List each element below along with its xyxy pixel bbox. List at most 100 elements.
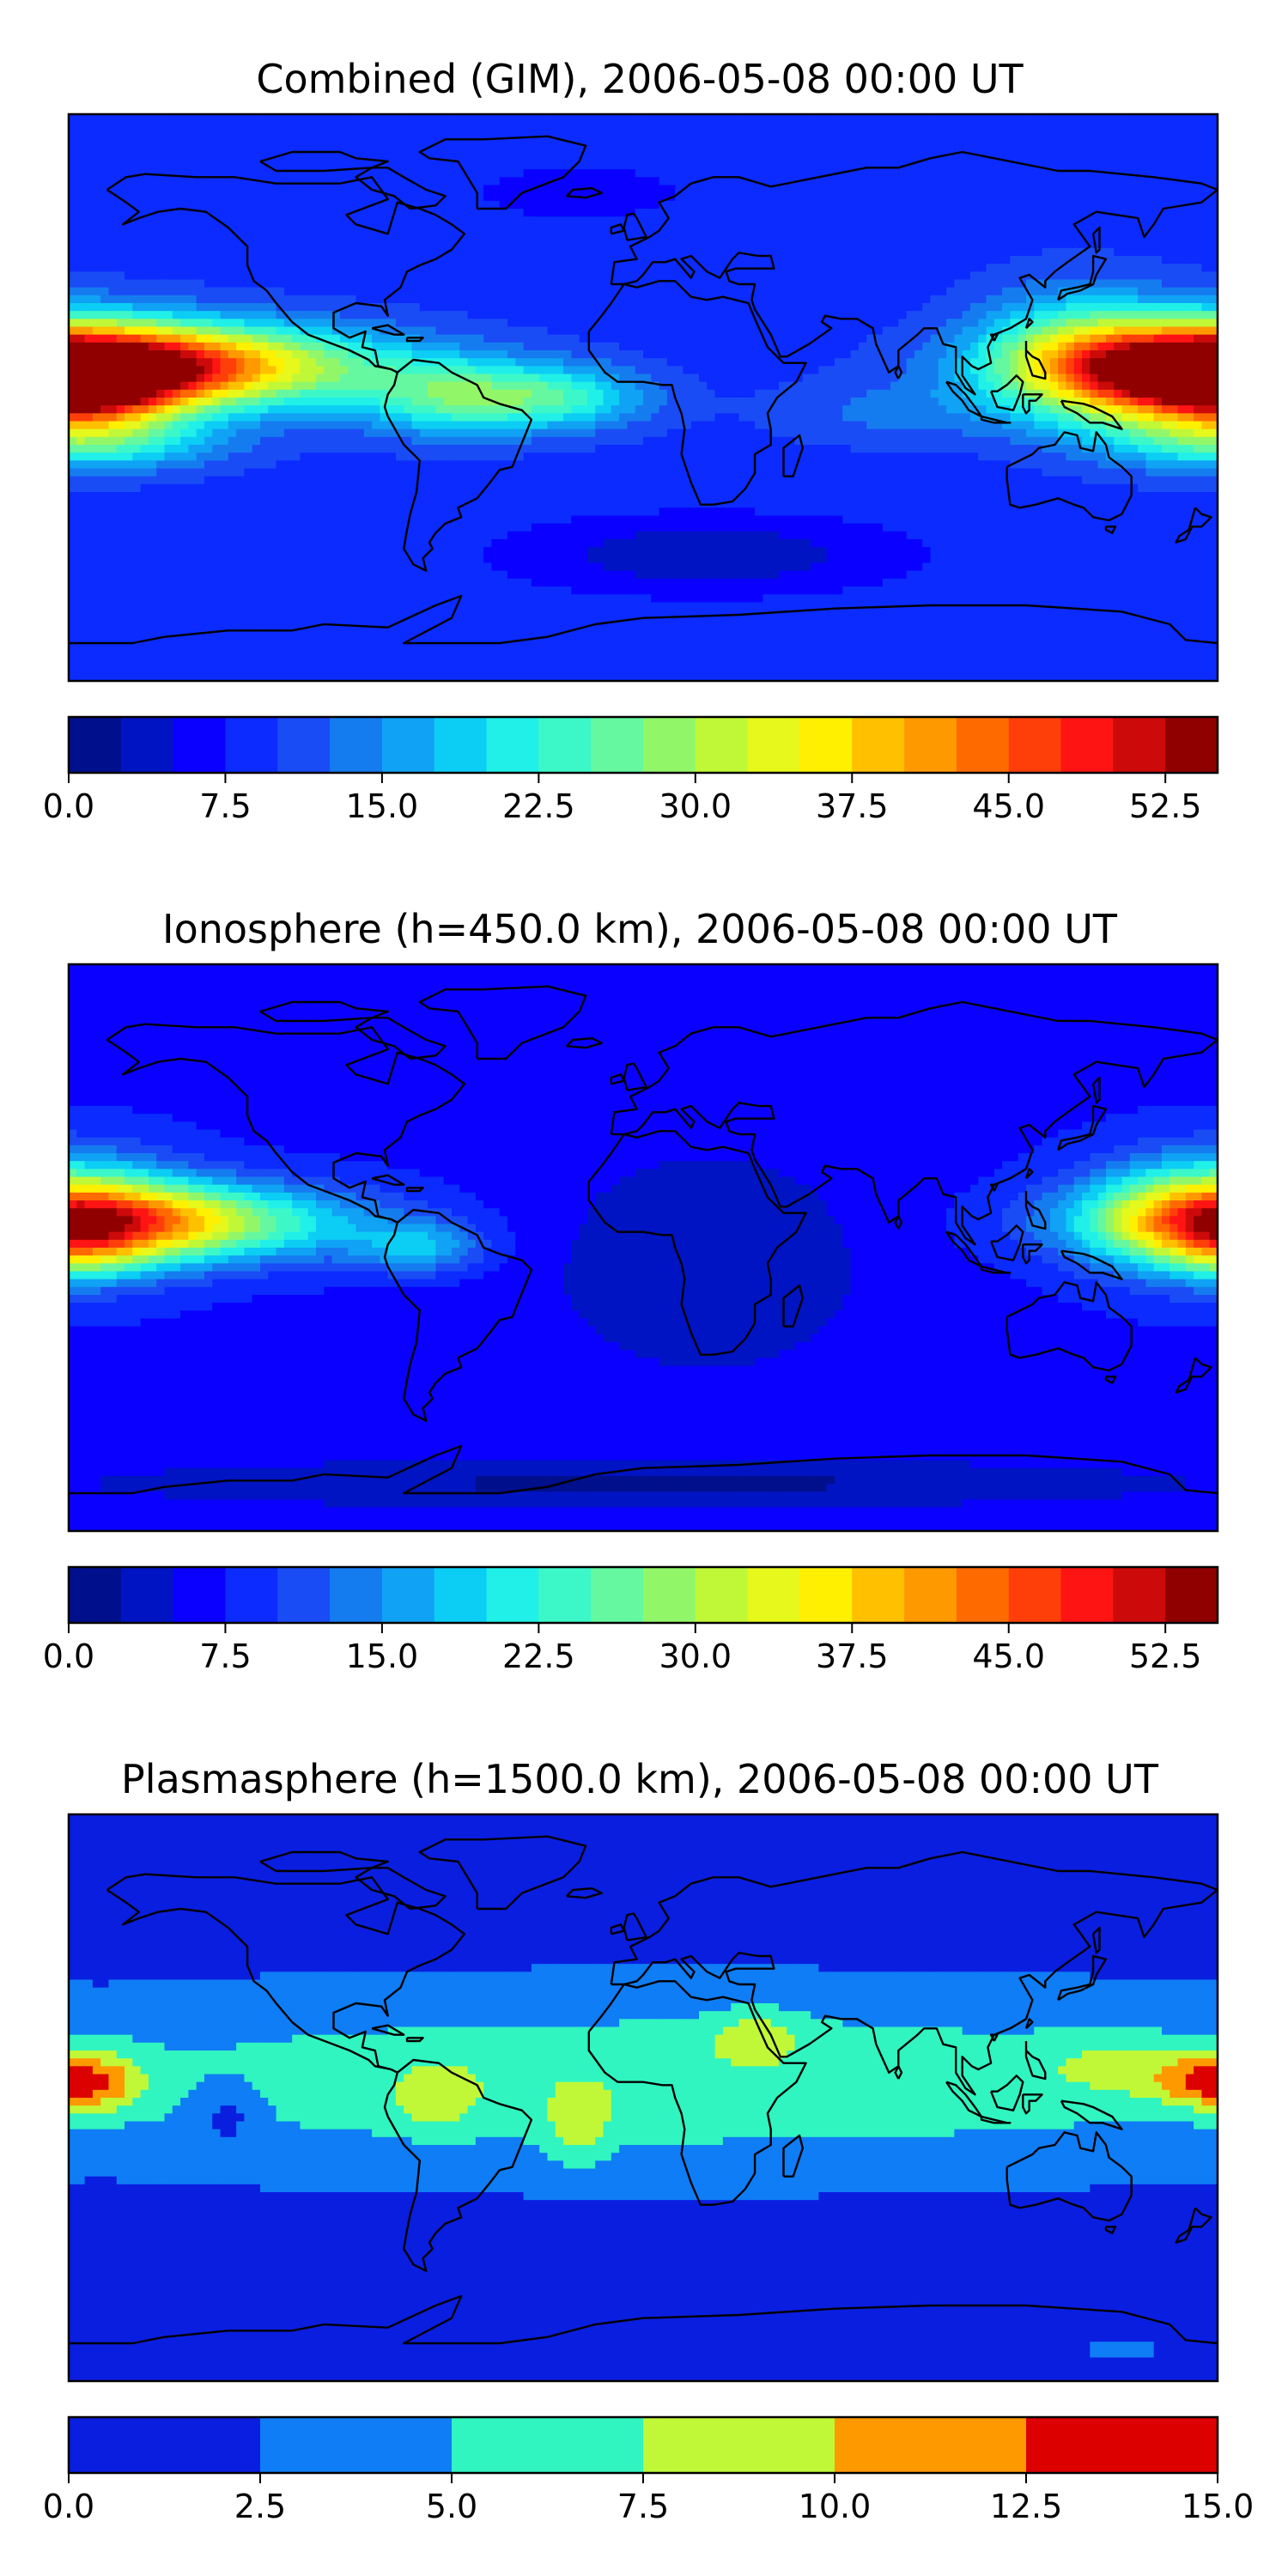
heatmap-cell [1177, 374, 1187, 383]
heatmap-cell [690, 271, 700, 281]
heatmap-cell [1018, 122, 1027, 131]
heatmap-cell [794, 224, 804, 234]
heatmap-cell [675, 311, 684, 319]
heatmap-cell [404, 224, 413, 234]
heatmap-cell [555, 169, 564, 178]
heatmap-cell [1018, 185, 1027, 194]
heatmap-cell [228, 177, 237, 186]
heatmap-cell [1066, 264, 1075, 272]
heatmap-cell [244, 303, 253, 312]
heatmap-cell [76, 350, 86, 359]
heatmap-cell [898, 200, 908, 210]
heatmap-cell [324, 374, 333, 383]
heatmap-cell [898, 192, 908, 202]
heatmap-cell [651, 185, 660, 194]
heatmap-cell [307, 247, 317, 257]
heatmap-cell [1170, 185, 1179, 194]
heatmap-cell [236, 224, 246, 234]
heatmap-cell [651, 374, 660, 383]
heatmap-cell [1121, 114, 1131, 123]
heatmap-cell [690, 342, 700, 351]
heatmap-cell [1058, 185, 1067, 194]
heatmap-cell [850, 137, 860, 147]
heatmap-cell [595, 137, 605, 147]
heatmap-cell [459, 192, 469, 202]
heatmap-cell [84, 169, 94, 178]
heatmap-cell [212, 145, 222, 155]
heatmap-cell [411, 271, 421, 281]
heatmap-cell [523, 287, 532, 296]
panel-title-combined: Combined (GIM), 2006-05-08 00:00 UT [256, 56, 1024, 102]
heatmap-cell [108, 334, 118, 343]
heatmap-cell [962, 185, 971, 194]
heatmap-cell [778, 169, 787, 178]
heatmap-cell [515, 169, 525, 178]
heatmap-cell [690, 224, 700, 234]
heatmap-cell [986, 287, 995, 296]
heatmap-cell [835, 145, 843, 155]
heatmap-cell [419, 381, 428, 391]
heatmap-cell [1049, 264, 1059, 272]
heatmap-cell [220, 169, 229, 178]
heatmap-cell [69, 264, 77, 272]
heatmap-cell [811, 381, 820, 391]
heatmap-cell [722, 130, 732, 139]
heatmap-cell [387, 137, 397, 147]
heatmap-cell [1153, 209, 1163, 217]
heatmap-cell [962, 358, 971, 367]
heatmap-cell [92, 122, 101, 131]
heatmap-cell [818, 177, 828, 186]
heatmap-cell [324, 169, 333, 178]
heatmap-cell [922, 177, 932, 186]
heatmap-cell [164, 177, 173, 186]
heatmap-cell [507, 264, 516, 272]
heatmap-cell [954, 130, 963, 139]
heatmap-cell [395, 334, 404, 343]
heatmap-cell [978, 334, 987, 343]
heatmap-cell [890, 130, 899, 139]
heatmap-cell [835, 279, 843, 289]
heatmap-cell [363, 240, 373, 249]
heatmap-cell [938, 130, 947, 139]
heatmap-cell [260, 240, 269, 249]
heatmap-cell [260, 153, 269, 162]
heatmap-cell [164, 374, 173, 383]
heatmap-cell [818, 303, 828, 312]
heatmap-cell [969, 130, 979, 139]
heatmap-cell [292, 209, 301, 217]
heatmap-cell [707, 224, 716, 234]
heatmap-cell [539, 358, 549, 367]
heatmap-cell [1066, 334, 1075, 343]
heatmap-cell [276, 247, 285, 257]
heatmap-cell [459, 130, 469, 139]
heatmap-cell [348, 122, 357, 131]
heatmap-cell [531, 169, 540, 178]
heatmap-cell [1049, 130, 1059, 139]
heatmap-cell [268, 374, 277, 383]
heatmap-cell [563, 256, 572, 264]
heatmap-cell [283, 374, 293, 383]
heatmap-cell [906, 130, 915, 139]
heatmap-cell [978, 271, 987, 281]
heatmap-cell [770, 216, 780, 225]
heatmap-cell [276, 326, 285, 336]
heatmap-cell [714, 279, 724, 289]
heatmap-cell [1034, 137, 1043, 147]
heatmap-cell [491, 177, 501, 186]
heatmap-cell [84, 350, 94, 359]
heatmap-cell [355, 366, 365, 375]
heatmap-cell [1034, 192, 1043, 202]
heatmap-cell [475, 177, 484, 186]
heatmap-cell [483, 279, 493, 289]
heatmap-cell [244, 295, 253, 304]
heatmap-cell [244, 216, 253, 225]
heatmap-cell [125, 358, 133, 367]
heatmap-cell [1209, 279, 1218, 289]
heatmap-cell [252, 161, 261, 170]
heatmap-cell [1026, 295, 1035, 304]
heatmap-cell [898, 287, 908, 296]
heatmap-cell [835, 350, 843, 359]
heatmap-cell [355, 122, 365, 131]
heatmap-cell [738, 381, 748, 391]
heatmap-cell [292, 185, 301, 194]
